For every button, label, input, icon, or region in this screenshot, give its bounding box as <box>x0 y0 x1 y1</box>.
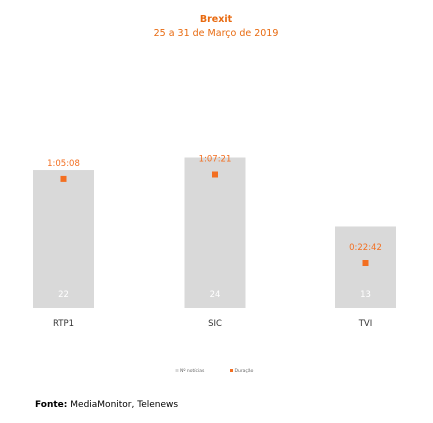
bar-tvi <box>335 226 396 308</box>
bar-rtp1 <box>33 170 94 308</box>
bar-value-label: 22 <box>58 290 69 300</box>
legend-swatch-news-count <box>175 369 179 372</box>
duration-marker-tvi <box>362 260 369 267</box>
legend: Nº notícias Duração <box>175 367 254 374</box>
markers-layer: 1:05:08 1:07:21 0:22:42 <box>47 155 382 267</box>
bar-value-label: 13 <box>360 290 371 300</box>
duration-label: 1:07:21 <box>199 155 232 165</box>
category-label: SIC <box>208 319 222 329</box>
category-label: TVI <box>358 319 373 329</box>
duration-marker-sic <box>212 171 218 178</box>
legend-label-duration: Duração <box>235 368 254 374</box>
source-text: MediaMonitor, Telenews <box>70 400 179 410</box>
source-note: Fonte: MediaMonitor, Telenews <box>35 400 178 410</box>
bar-sic <box>184 157 246 308</box>
bars-layer: 22 RTP1 24 SIC 13 TVI <box>33 157 396 329</box>
legend-label-news-count: Nº notícias <box>180 367 205 374</box>
duration-label: 0:22:42 <box>349 243 382 253</box>
chart-title: Brexit <box>200 14 233 25</box>
legend-swatch-duration <box>230 369 233 372</box>
source-label: Fonte: <box>35 400 68 410</box>
duration-label: 1:05:08 <box>47 159 80 169</box>
duration-marker-rtp1 <box>60 175 67 182</box>
bar-value-label: 24 <box>210 290 221 300</box>
category-label: RTP1 <box>53 319 74 329</box>
chart-subtitle: 25 a 31 de Março de 2019 <box>154 28 279 39</box>
